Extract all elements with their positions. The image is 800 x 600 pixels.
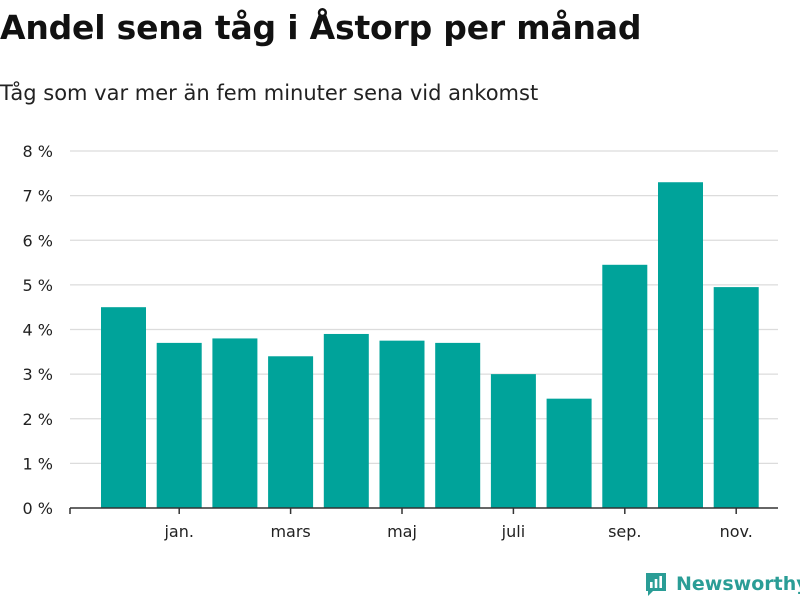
x-axis-tick-labels: jan. mars maj juli sep. nov.	[163, 522, 752, 541]
x-tick-label: sep.	[608, 522, 641, 541]
bar-maj	[379, 340, 425, 508]
x-tick-label: maj	[387, 522, 417, 541]
y-tick-label: 0 %	[23, 499, 53, 518]
x-tick-label: jan.	[163, 522, 193, 541]
bar-okt	[658, 182, 703, 509]
x-tick-label: nov.	[720, 522, 753, 541]
y-tick-label: 4 %	[23, 321, 53, 340]
bar-mars	[268, 356, 314, 508]
newsworthy-logo: Newsworthy	[644, 568, 800, 600]
y-tick-label: 5 %	[23, 276, 53, 295]
x-tick-label: juli	[501, 522, 525, 541]
bar-jan	[156, 342, 202, 508]
bar-nov	[713, 287, 759, 508]
y-tick-label: 6 %	[23, 231, 53, 250]
bar-chart: 0 %1 %2 %3 %4 %5 %6 %7 %8 % jan. mars maj j…	[23, 142, 778, 541]
chart-subtitle: Tåg som var mer än fem minuter sena vid …	[0, 81, 539, 105]
bar-feb	[212, 338, 258, 508]
x-tick-label: mars	[270, 522, 310, 541]
y-axis-tick-labels: 0 % 1 % 2 % 3 % 4 % 5 % 6 % 7 % 8 %	[23, 142, 53, 518]
bar-aug	[546, 398, 592, 508]
bar-juli	[490, 374, 536, 508]
brand-name: Newsworthy	[676, 573, 800, 595]
y-tick-label: 2 %	[23, 410, 53, 429]
chart-title: Andel sena tåg i Åstorp per månad	[0, 8, 642, 47]
bar-juni	[435, 342, 481, 508]
y-tick-label: 8 %	[23, 142, 53, 161]
bar-sep	[602, 264, 648, 508]
y-tick-label: 7 %	[23, 187, 53, 206]
newsworthy-logo-icon	[646, 573, 666, 596]
y-tick-label: 3 %	[23, 365, 53, 384]
bars	[101, 182, 759, 509]
y-tick-label: 1 %	[23, 454, 53, 473]
bar-dec	[101, 307, 146, 508]
x-axis	[69, 507, 778, 514]
bar-apr	[323, 333, 369, 508]
